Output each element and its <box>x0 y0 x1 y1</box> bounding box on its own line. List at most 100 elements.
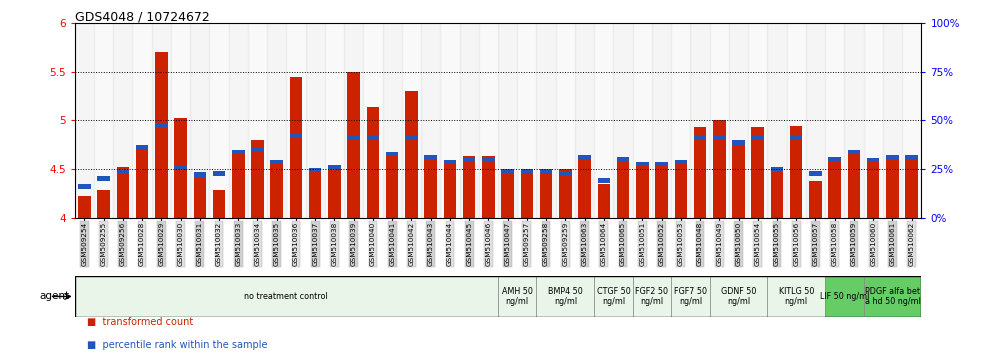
Bar <box>309 171 322 218</box>
Bar <box>287 23 306 218</box>
Bar <box>595 23 614 218</box>
Text: AMH 50
ng/ml: AMH 50 ng/ml <box>502 287 533 306</box>
Bar <box>752 136 764 140</box>
Bar <box>902 23 921 218</box>
Bar <box>271 160 283 164</box>
Text: ■  percentile rank within the sample: ■ percentile rank within the sample <box>87 341 267 350</box>
Bar <box>463 156 475 218</box>
Bar <box>671 276 710 317</box>
Bar <box>213 171 225 176</box>
Bar <box>905 157 918 218</box>
Bar <box>710 23 729 218</box>
Bar <box>424 155 437 159</box>
Bar <box>443 160 456 164</box>
Bar <box>825 23 845 218</box>
Bar <box>517 23 537 218</box>
Bar <box>344 23 364 218</box>
Text: CTGF 50
ng/ml: CTGF 50 ng/ml <box>597 287 630 306</box>
Text: LIF 50 ng/ml: LIF 50 ng/ml <box>820 292 870 301</box>
Bar <box>229 23 248 218</box>
Bar <box>732 142 745 218</box>
Bar <box>385 152 398 156</box>
Bar <box>290 132 302 137</box>
Bar <box>732 140 745 145</box>
Bar <box>117 170 129 174</box>
Bar <box>479 23 498 218</box>
Bar <box>655 162 667 166</box>
Bar <box>579 155 591 159</box>
Bar <box>114 23 132 218</box>
Bar <box>267 23 287 218</box>
Bar <box>329 169 341 218</box>
Text: BMP4 50
ng/ml: BMP4 50 ng/ml <box>548 287 583 306</box>
Bar <box>443 162 456 218</box>
Bar <box>886 155 898 159</box>
Bar <box>248 23 267 218</box>
Bar <box>174 165 187 169</box>
Bar <box>713 136 725 140</box>
Bar <box>556 23 575 218</box>
Bar <box>94 23 114 218</box>
Bar <box>193 177 206 218</box>
Bar <box>405 91 417 218</box>
Bar <box>867 159 879 218</box>
Bar <box>713 120 725 218</box>
Bar <box>385 155 398 218</box>
Bar <box>694 127 706 218</box>
Bar <box>806 23 825 218</box>
Bar <box>98 176 110 181</box>
Bar <box>655 164 667 218</box>
Bar <box>809 181 822 218</box>
Bar <box>540 172 553 218</box>
Text: ■  transformed count: ■ transformed count <box>87 318 193 327</box>
Bar <box>674 160 687 164</box>
Bar <box>905 155 918 159</box>
Bar <box>579 156 591 218</box>
Bar <box>132 23 151 218</box>
Bar <box>867 158 879 162</box>
Bar <box>290 76 302 218</box>
Bar <box>652 23 671 218</box>
Bar <box>752 127 764 218</box>
Bar <box>463 157 475 161</box>
Bar <box>190 23 209 218</box>
Bar <box>864 276 921 317</box>
Bar <box>501 169 514 218</box>
Bar <box>559 169 572 218</box>
Bar <box>617 161 629 218</box>
Bar <box>767 23 787 218</box>
Bar <box>598 184 611 218</box>
Bar <box>440 23 459 218</box>
Bar <box>636 164 648 218</box>
Bar <box>771 167 783 171</box>
Bar <box>232 150 244 154</box>
Bar <box>306 23 325 218</box>
Bar <box>671 23 690 218</box>
Bar <box>886 157 898 218</box>
Bar <box>575 23 595 218</box>
Bar <box>364 23 382 218</box>
Bar <box>75 23 94 218</box>
Bar <box>617 157 629 161</box>
Bar <box>521 170 533 174</box>
Bar <box>155 52 167 218</box>
Bar <box>348 136 360 140</box>
Bar <box>537 276 595 317</box>
Bar <box>694 136 706 140</box>
Bar <box>790 126 803 218</box>
Bar <box>771 169 783 218</box>
Bar <box>882 23 902 218</box>
Bar <box>790 136 803 140</box>
Bar <box>482 156 495 218</box>
Bar <box>729 23 748 218</box>
Bar <box>405 136 417 140</box>
Text: GDS4048 / 10724672: GDS4048 / 10724672 <box>75 11 209 24</box>
Text: KITLG 50
ng/ml: KITLG 50 ng/ml <box>779 287 814 306</box>
Bar <box>232 149 244 218</box>
Bar <box>864 23 882 218</box>
Bar <box>632 276 671 317</box>
Bar <box>251 140 264 218</box>
Bar <box>213 190 225 218</box>
Text: agent: agent <box>40 291 70 302</box>
Bar <box>421 23 440 218</box>
